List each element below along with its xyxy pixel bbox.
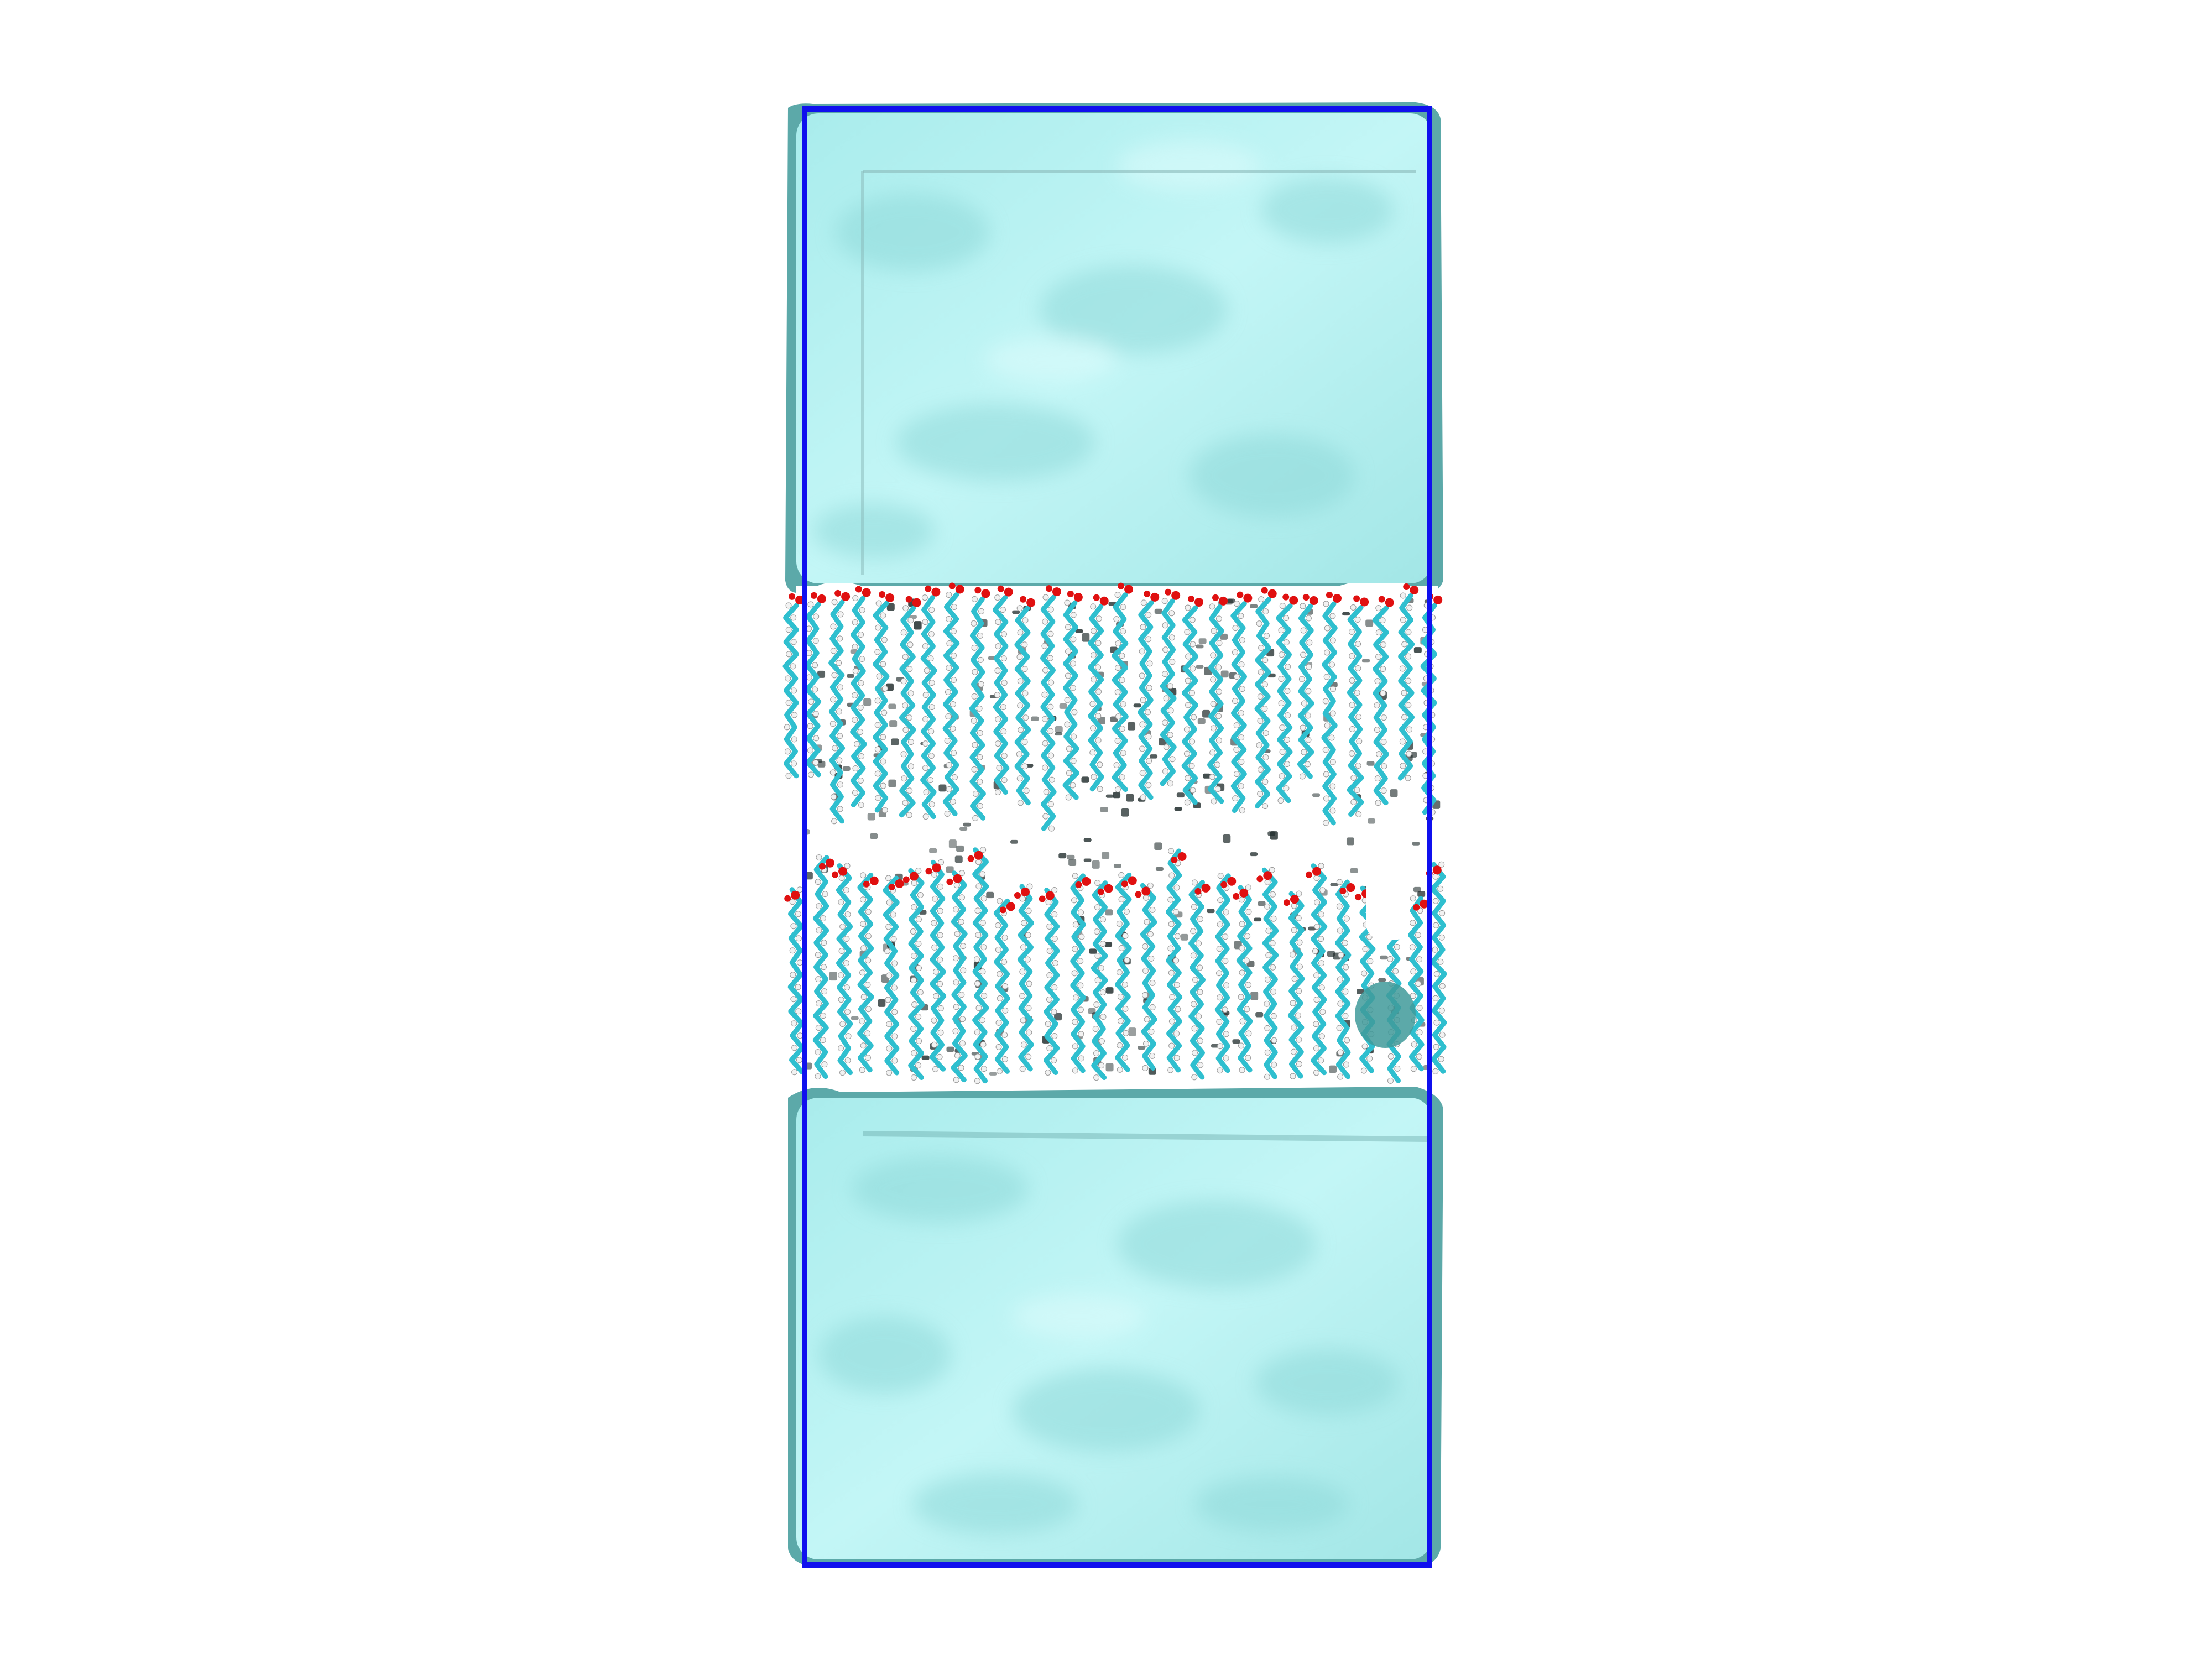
water-droplet-in-membrane [1355, 982, 1416, 1048]
lipid-carbon-chains [782, 592, 1447, 1084]
lipid-bilayer [782, 582, 1447, 1084]
simulation-box-outline [802, 106, 1432, 1568]
membrane-gap [1366, 841, 1410, 940]
lower-water-slab [788, 1087, 1443, 1568]
upper-water-slab [785, 102, 1443, 597]
water-ripples-lower [818, 1156, 1399, 1535]
water-ripples-upper [813, 141, 1394, 559]
